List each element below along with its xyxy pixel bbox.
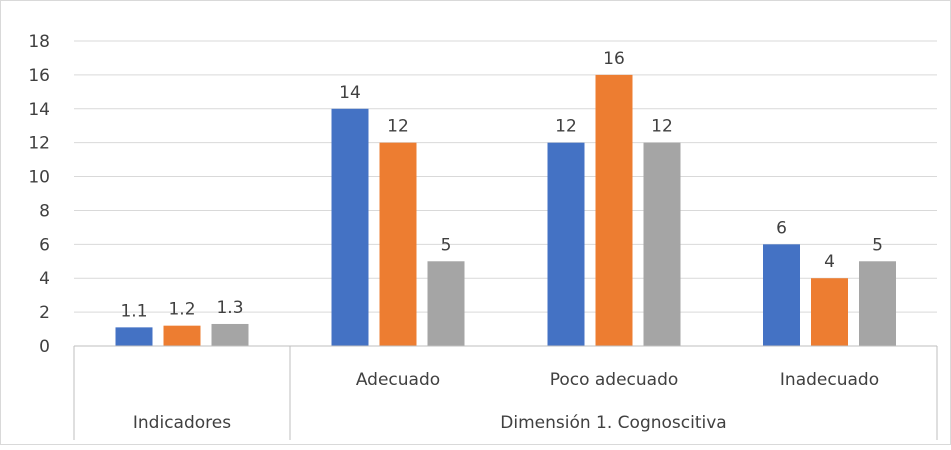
y-tick-label: 12 <box>28 134 50 154</box>
y-tick-label: 14 <box>28 100 50 120</box>
group-label: Dimensión 1. Cognoscitiva <box>500 413 726 433</box>
data-label: 5 <box>441 235 452 255</box>
data-label: 4 <box>824 252 835 272</box>
data-labels: 1.1 1.2 1.3 14 12 5 12 16 12 6 4 5 <box>120 49 882 321</box>
y-tick-label: 6 <box>39 235 50 255</box>
data-label: 14 <box>339 83 361 103</box>
bar <box>211 323 249 346</box>
x-axis: Adecuado Poco adecuado Inadecuado Indicador… <box>73 345 938 440</box>
y-tick-label: 2 <box>39 303 50 323</box>
group-label: Indicadores <box>133 413 231 433</box>
data-label: 6 <box>776 218 787 238</box>
y-tick-label: 8 <box>39 201 50 221</box>
bar <box>547 142 585 346</box>
bar <box>643 142 681 346</box>
data-label: 12 <box>555 117 577 137</box>
data-label: 1.1 <box>120 301 147 321</box>
y-tick-label: 10 <box>28 168 50 188</box>
bars <box>115 74 896 347</box>
data-label: 16 <box>603 49 625 69</box>
data-label: 1.3 <box>216 298 243 318</box>
data-label: 1.2 <box>168 300 195 320</box>
y-tick-label: 0 <box>39 337 50 357</box>
bar <box>427 261 465 346</box>
bar <box>763 244 800 346</box>
bar <box>331 108 369 347</box>
y-tick-label: 4 <box>39 269 50 289</box>
y-tick-label: 18 <box>28 32 50 52</box>
bar <box>163 325 201 346</box>
bar <box>595 74 633 346</box>
data-label: 12 <box>387 117 409 137</box>
bar <box>811 278 848 346</box>
data-label: 12 <box>651 117 673 137</box>
category-label: Adecuado <box>356 370 440 390</box>
y-axis: 0 2 4 6 8 10 12 14 16 18 <box>28 32 50 357</box>
bar <box>115 327 153 346</box>
bar <box>379 142 417 346</box>
y-tick-label: 16 <box>28 66 50 86</box>
category-label: Inadecuado <box>780 370 879 390</box>
bar <box>859 261 896 346</box>
data-label: 5 <box>872 235 883 255</box>
category-label: Poco adecuado <box>550 370 679 390</box>
